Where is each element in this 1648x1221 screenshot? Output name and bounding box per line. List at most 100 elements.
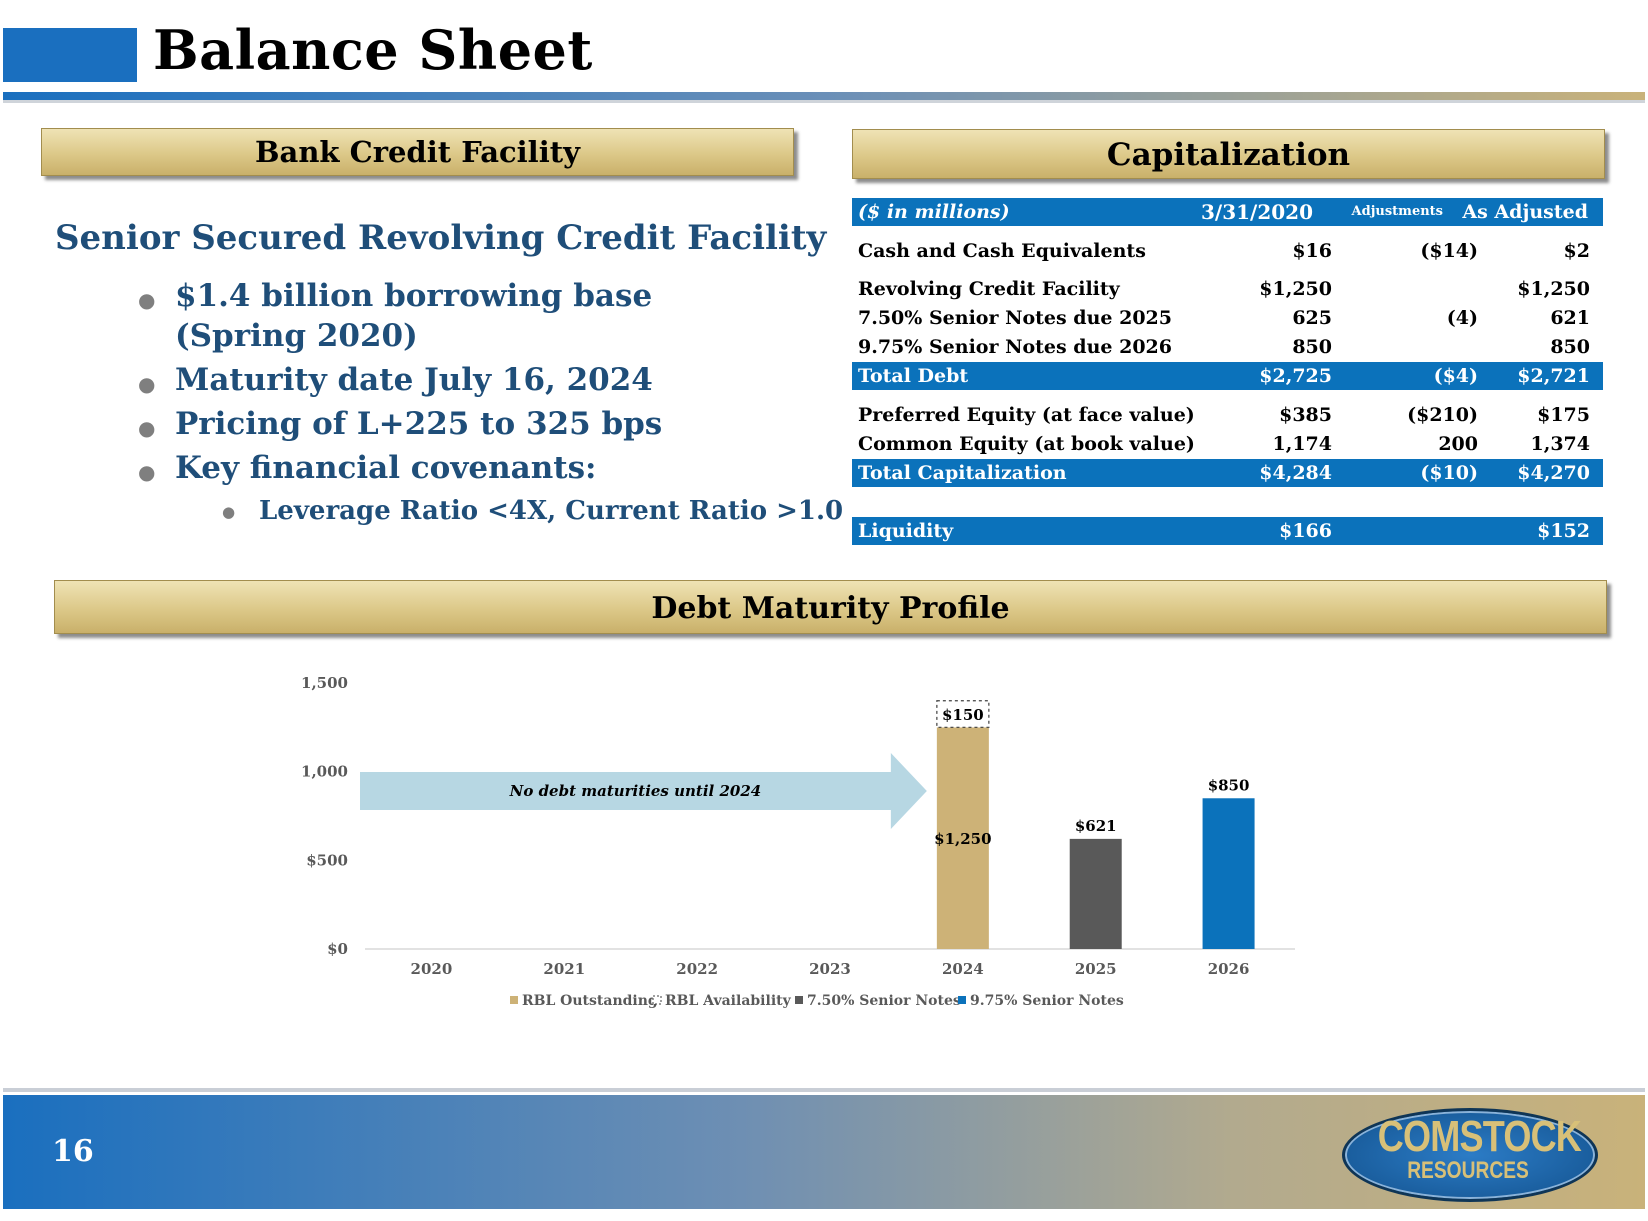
arrow-annotation-text: No debt maturities until 2024	[509, 782, 762, 800]
cell-value: 850	[1550, 336, 1590, 358]
legend-swatch	[958, 996, 966, 1004]
cell-value: (4)	[1446, 307, 1478, 329]
x-axis-ticks: 2020 2021 2022 2023 2024 2025 2026	[411, 960, 1250, 978]
column-header-adjustments: Adjustments	[1351, 204, 1443, 219]
chart-data-labels: $1,250 $150 $621 $850	[934, 706, 1249, 848]
table-row: Common Equity (at book value) 1,174 200 …	[852, 430, 1603, 458]
bar-7-50-senior-notes-2025	[1069, 838, 1122, 949]
column-header-date: 3/31/2020	[1200, 200, 1313, 224]
debt-maturity-header: Debt Maturity Profile	[54, 580, 1607, 634]
chart-legend: RBL Outstanding RBL Availability 7.50% Sen…	[510, 993, 1124, 1009]
table-row: Cash and Cash Equivalents $16 ($14) $2	[852, 237, 1603, 265]
cell-value: 1,374	[1530, 433, 1591, 455]
bar-rbl-availability-2024	[936, 700, 990, 728]
y-tick-label: $1,500	[300, 674, 348, 692]
table-total-row: Total Debt $2,725 ($4) $2,721	[852, 362, 1603, 390]
row-label: Revolving Credit Facility	[858, 278, 1120, 300]
cell-value: $166	[1279, 520, 1332, 542]
legend-swatch	[652, 995, 662, 1005]
sub-bullet-ratios: Leverage Ratio <4X, Current Ratio >1.0	[259, 496, 844, 526]
page-number: 16	[52, 1134, 94, 1169]
cell-value: 200	[1438, 433, 1478, 455]
x-tick-label: 2022	[676, 960, 718, 978]
bullet-dot: ●	[138, 288, 156, 312]
y-tick-label: $0	[327, 940, 348, 958]
cell-value: $175	[1537, 404, 1590, 426]
table-row: Preferred Equity (at face value) $385 ($…	[852, 401, 1603, 429]
facility-heading: Senior Secured Revolving Credit Facility	[55, 218, 827, 258]
data-label: $1,250	[934, 830, 991, 848]
x-tick-label: 2026	[1208, 960, 1250, 978]
bar-9-75-senior-notes-2026	[1202, 798, 1255, 949]
y-axis-ticks: $0 $500 $1,000 $1,500	[300, 674, 348, 958]
legend-label: RBL Outstanding	[522, 993, 658, 1009]
column-header-units: ($ in millions)	[858, 201, 1010, 223]
bullet-dot: ●	[138, 416, 156, 440]
row-label: Cash and Cash Equivalents	[858, 240, 1146, 262]
cell-value: $2,725	[1259, 365, 1332, 387]
title-rule	[3, 92, 1645, 100]
cell-value: $2	[1563, 240, 1590, 262]
y-tick-label: $500	[306, 851, 348, 869]
bullet-maturity-date: Maturity date July 16, 2024	[175, 362, 653, 398]
arrow-annotation	[360, 753, 927, 829]
x-tick-label: 2025	[1075, 960, 1117, 978]
cell-value: ($14)	[1420, 240, 1478, 262]
logo-wordmark-top: COMSTOCK	[1377, 1112, 1582, 1161]
title-accent-block	[3, 28, 137, 82]
row-label: Total Debt	[858, 365, 969, 387]
capitalization-header: Capitalization	[852, 129, 1605, 179]
legend-label: 7.50% Senior Notes	[807, 993, 961, 1009]
cell-value: ($210)	[1407, 404, 1478, 426]
cell-value: $2,721	[1517, 365, 1590, 387]
data-label: $150	[942, 706, 984, 724]
data-label: $850	[1208, 776, 1250, 794]
bullet-dot: ●	[138, 372, 156, 396]
cell-value: ($4)	[1433, 365, 1478, 387]
x-tick-label: 2023	[809, 960, 851, 978]
bullet-pricing: Pricing of L+225 to 325 bps	[175, 406, 663, 442]
cell-value: 621	[1550, 307, 1590, 329]
table-row: 7.50% Senior Notes due 2025 625 (4) 621	[852, 304, 1603, 332]
row-label: Total Capitalization	[858, 462, 1067, 484]
row-label: Liquidity	[858, 520, 954, 542]
column-header-as-adjusted: As Adjusted	[1462, 201, 1588, 223]
cell-value: $1,250	[1259, 278, 1332, 300]
cell-value: $152	[1537, 520, 1590, 542]
cell-value: $16	[1292, 240, 1332, 262]
title-rule-shadow	[3, 100, 1645, 103]
table-row: 9.75% Senior Notes due 2026 850 850	[852, 333, 1603, 361]
bullet-borrowing-base-cont: (Spring 2020)	[175, 318, 418, 354]
logo-wordmark-bottom: RESOURCES	[1407, 1157, 1529, 1184]
x-tick-label: 2020	[411, 960, 453, 978]
cell-value: $385	[1279, 404, 1332, 426]
bar-rbl-outstanding-2024	[936, 727, 989, 949]
bank-credit-facility-header: Bank Credit Facility	[41, 128, 794, 176]
bullet-dot: ●	[138, 460, 156, 484]
table-row: Revolving Credit Facility $1,250 $1,250	[852, 275, 1603, 303]
footer-rule	[3, 1088, 1645, 1092]
legend-label: RBL Availability	[665, 993, 792, 1009]
cell-value: $4,284	[1259, 462, 1332, 484]
table-header-row: ($ in millions) 3/31/2020 Adjustments As…	[852, 198, 1603, 226]
cell-value: 625	[1292, 307, 1332, 329]
legend-label: 9.75% Senior Notes	[970, 993, 1124, 1009]
page-title: Balance Sheet	[153, 18, 593, 82]
table-total-row: Total Capitalization $4,284 ($10) $4,270	[852, 459, 1603, 487]
company-logo	[1342, 1108, 1598, 1202]
row-label: 9.75% Senior Notes due 2026	[858, 336, 1172, 358]
row-label: Preferred Equity (at face value)	[858, 404, 1195, 426]
legend-swatch	[795, 996, 803, 1004]
cell-value: 1,174	[1272, 433, 1333, 455]
bullet-borrowing-base: $1.4 billion borrowing base	[175, 278, 653, 314]
y-tick-label: $1,000	[300, 763, 348, 781]
row-label: 7.50% Senior Notes due 2025	[858, 307, 1172, 329]
chart-bars	[936, 700, 1255, 949]
cell-value: 850	[1292, 336, 1332, 358]
data-label: $621	[1075, 817, 1117, 835]
sub-bullet-dot: ●	[222, 503, 236, 521]
bullet-covenants: Key financial covenants:	[175, 450, 597, 486]
cell-value: $1,250	[1517, 278, 1590, 300]
legend-swatch	[510, 996, 518, 1004]
table-liquidity-row: Liquidity $166 $152	[852, 517, 1603, 545]
